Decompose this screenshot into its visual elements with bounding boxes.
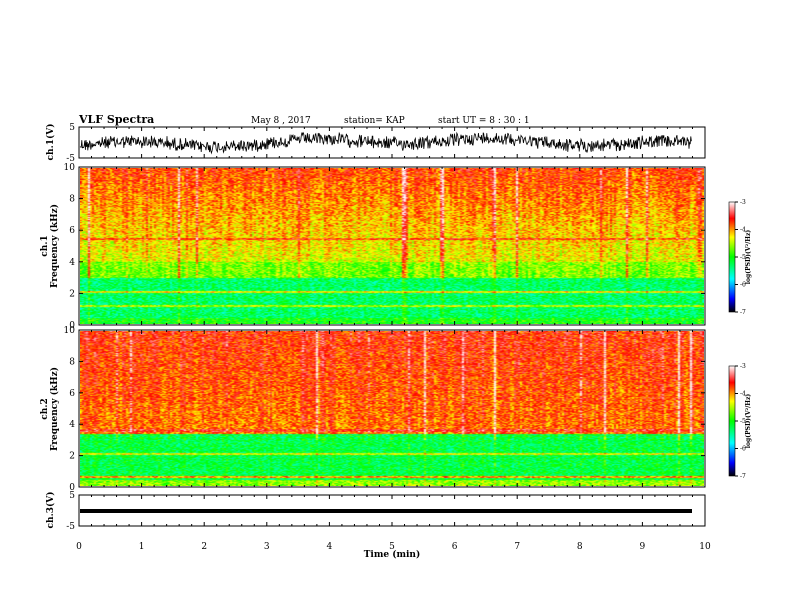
time-axis-tick-label: 9 <box>640 542 646 552</box>
y-tick-label: 2 <box>69 289 75 299</box>
y-tick-label: 0 <box>69 321 75 331</box>
time-axis-tick-label: 1 <box>139 542 145 552</box>
ch1-spectrogram-image <box>80 168 704 324</box>
colorbar-tick-label: -5 <box>740 254 746 261</box>
ch2-spectrogram-panel: 0 2 4 6 8 10 ch.2 Frequency (kHz) <box>40 326 706 493</box>
ch3-waveform-panel: 5 -5 ch.3(V) 0 1 2 3 4 5 6 7 8 9 10 Time (min) <box>45 491 711 560</box>
ch1-colorbar-ticks: -3 -4 -5 -6 -7 <box>735 199 746 316</box>
y-tick-label: 10 <box>64 326 76 336</box>
ch2-colorbar-scale <box>728 365 736 477</box>
colorbar-tick-label: -3 <box>740 363 746 370</box>
ch2-spectrogram-xticks <box>78 330 706 487</box>
ch2-colorbar: -3 -4 -5 -6 -7 log(PSD)(V²/Hz) <box>728 363 752 480</box>
ch1-waveform-ylabel: ch.1(V) <box>45 124 56 161</box>
time-axis-tick-label: 10 <box>699 542 711 552</box>
y-tick-label: 8 <box>69 195 75 205</box>
time-axis-tick-label: 7 <box>514 542 520 552</box>
ch1-spectrogram-channel-label: ch.1 <box>40 235 50 256</box>
colorbar-tick-label: -7 <box>740 309 746 316</box>
time-axis-tick-label: 0 <box>76 542 82 552</box>
y-tick-label: 6 <box>69 226 75 236</box>
time-axis-tick-label: 6 <box>452 542 458 552</box>
ch2-spectrogram-channel-label: ch.2 <box>40 398 50 419</box>
colorbar-tick-label: -4 <box>740 391 746 398</box>
ch1-waveform-line <box>79 131 692 155</box>
ch1-waveform-panel: 5 -5 ch.1(V) <box>45 123 706 164</box>
ch1-ytick-min: -5 <box>66 154 75 164</box>
y-tick-label: 0 <box>69 483 75 493</box>
y-tick-label: 4 <box>69 258 75 268</box>
ch3-waveform-xticks <box>78 495 706 526</box>
ch2-spectrogram-yticks: 0 2 4 6 8 10 <box>64 326 705 493</box>
ch3-waveform-ylabel: ch.3(V) <box>45 492 56 529</box>
ch1-colorbar-scale <box>728 201 736 313</box>
ch1-colorbar-label: log(PSD)(V²/Hz) <box>745 230 752 285</box>
ch1-ytick-max: 5 <box>69 123 75 133</box>
colorbar-tick-label: -5 <box>740 418 746 425</box>
colorbar-tick-label: -4 <box>740 227 746 234</box>
time-axis-tick-label: 8 <box>577 542 583 552</box>
time-axis-tick-labels: 0 1 2 3 4 5 6 7 8 9 10 <box>76 542 711 552</box>
y-tick-label: 2 <box>69 452 75 462</box>
ch1-spectrogram-yticks: 0 2 4 6 8 10 <box>64 163 705 331</box>
ch2-colorbar-ticks: -3 -4 -5 -6 -7 <box>735 363 746 480</box>
header-station: station= KAP <box>344 116 405 126</box>
ch2-spectrogram-image <box>80 331 704 486</box>
ch1-spectrogram-xticks <box>78 167 706 325</box>
time-axis-label: Time (min) <box>364 549 421 560</box>
ch1-spectrogram-panel: 0 2 4 6 8 10 ch.1 Frequency (kHz) <box>40 163 706 331</box>
ch2-colorbar-label: log(PSD)(V²/Hz) <box>745 394 752 449</box>
colorbar-tick-label: -6 <box>740 446 746 453</box>
time-axis-tick-label: 3 <box>264 542 270 552</box>
ch1-spectrogram-ylabel: Frequency (kHz) <box>49 204 60 288</box>
ch1-waveform-xticks <box>78 127 706 158</box>
colorbar-tick-label: -6 <box>740 282 746 289</box>
time-axis-tick-label: 5 <box>389 542 395 552</box>
time-axis-tick-label: 2 <box>201 542 207 552</box>
ch3-ytick-max: 5 <box>69 491 75 501</box>
ch2-spectrogram-ylabel: Frequency (kHz) <box>49 367 60 451</box>
ch3-ytick-min: -5 <box>66 522 75 532</box>
time-axis-tick-label: 4 <box>327 542 333 552</box>
y-tick-label: 10 <box>64 163 76 173</box>
header-date: May 8 , 2017 <box>251 116 311 126</box>
header-start-time: start UT = 8 : 30 : 1 <box>438 116 530 126</box>
colorbar-tick-label: -7 <box>740 473 746 480</box>
ch1-colorbar: -3 -4 -5 -6 -7 log(PSD)(V²/Hz) <box>728 199 752 316</box>
y-tick-label: 6 <box>69 389 75 399</box>
y-tick-label: 8 <box>69 357 75 367</box>
figure-title: VLF Spectra <box>78 113 154 126</box>
y-tick-label: 4 <box>69 420 75 430</box>
colorbar-tick-label: -3 <box>740 199 746 206</box>
